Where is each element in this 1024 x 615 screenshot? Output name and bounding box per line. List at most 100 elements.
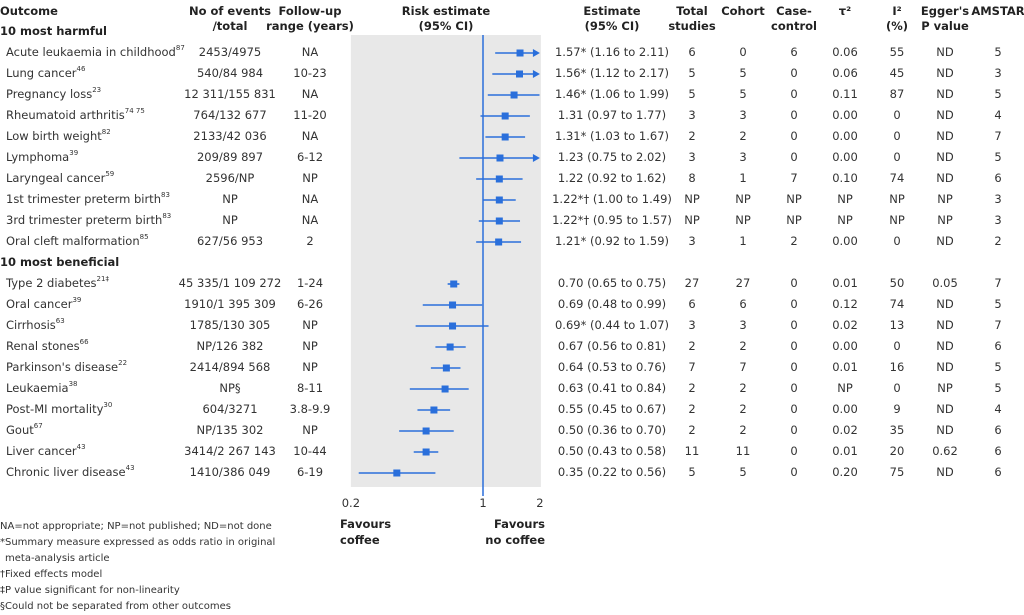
cell-egger: ND [936,297,954,311]
cell-tau: 0.12 [832,297,858,311]
cell-egger: ND [936,45,954,59]
cell-cc: 0 [790,465,798,479]
cell-followup: NP [302,360,318,374]
cell-i2: 9 [893,402,901,416]
cell-egger: NP [937,213,953,227]
cell-cohort: 2 [739,423,747,437]
cell-cc: 0 [790,339,798,353]
cell-followup: 6-19 [296,465,324,479]
header-line: range (years) [266,19,354,33]
ci-arrow [532,70,540,78]
cell-events: 209/89 897 [196,150,264,164]
cell-tau: 0.06 [832,45,858,59]
point-estimate [422,427,430,435]
outcome-label: Rheumatoid arthritis74 75 [6,107,145,122]
cell-followup: NP [302,171,318,185]
outcome-label: Type 2 diabetes21‡ [6,275,109,290]
reference-superscript: 87 [175,44,185,52]
cell-cohort: 1 [739,234,747,248]
cell-i2: 0 [893,381,901,395]
favours-no-coffee-label: Favours no coffee [485,516,545,548]
cell-events: 764/132 677 [193,108,267,122]
outcome-name: Lung cancer [6,66,77,80]
footnote: §Could not be separated from other outco… [0,601,232,612]
cell-cohort: 2 [739,339,747,353]
cell-events: 604/3271 [202,402,258,416]
cell-cc: 0 [790,150,798,164]
cell-estimate_text: 1.57* (1.16 to 2.11) [554,45,670,59]
cell-total: 2 [688,129,696,143]
cell-amstar: 6 [994,171,1002,185]
section-title: 10 most beneficial [0,255,120,269]
cell-egger: 0.62 [932,444,958,458]
cell-total: 6 [688,45,696,59]
reference-superscript: 39 [69,149,79,157]
cell-estimate_text: 0.55 (0.45 to 0.67) [557,402,667,416]
header-line: control [771,19,817,33]
point-estimate [516,49,524,57]
outcome-name: Type 2 diabetes [6,276,97,290]
cell-amstar: 2 [994,234,1002,248]
cell-cohort: 27 [735,276,751,290]
x-tick-label: 1 [479,496,486,510]
cell-i2: 13 [889,318,905,332]
point-estimate [495,217,503,225]
cell-cohort: 1 [739,171,747,185]
cell-egger: NP [937,192,953,206]
cell-i2: NP [889,192,905,206]
cell-estimate_text: 1.22*† (0.95 to 1.57) [552,213,672,227]
cell-egger: ND [936,318,954,332]
cell-i2: 45 [889,66,905,80]
point-estimate [501,133,509,141]
outcome-label: Leukaemia38 [6,380,78,395]
cell-i2: 50 [889,276,905,290]
x-tick-label: 2 [536,496,543,510]
header-risk: Risk estimate (95% CI) [402,4,490,34]
x-tick-label: 0.2 [342,496,360,510]
reference-superscript: 38 [68,380,78,388]
cell-total: 3 [688,234,696,248]
point-estimate [441,385,449,393]
outcome-name: Parkinson's disease [6,360,119,374]
cell-cohort: 3 [739,150,747,164]
header-line: Case- [776,4,812,18]
cell-egger: NP [937,381,953,395]
cell-estimate_text: 1.22*† (1.00 to 1.49) [552,192,672,206]
outcome-label: Gout67 [6,422,43,437]
reference-superscript: 22 [118,359,128,367]
cell-egger: ND [936,66,954,80]
header-total: Total studies [668,4,715,34]
cell-tau: 0.11 [832,87,858,101]
cell-amstar: 7 [994,276,1002,290]
cell-followup: 10-44 [293,444,327,458]
point-estimate [495,238,503,246]
cell-egger: ND [936,360,954,374]
cell-total: 2 [688,381,696,395]
point-estimate [446,343,454,351]
cell-cc: 0 [790,318,798,332]
outcome-name: Chronic liver disease [6,465,126,479]
outcome-name: Lymphoma [6,150,70,164]
cell-i2: 0 [893,108,901,122]
cell-followup: 11-20 [293,108,327,122]
point-estimate [449,322,457,330]
header-line: /total [212,19,248,33]
cell-tau: 0.00 [832,339,858,353]
reference-superscript: 59 [105,170,115,178]
cell-i2: 74 [889,171,905,185]
cell-tau: 0.01 [832,360,858,374]
cell-events: 1910/1 395 309 [184,297,276,311]
cell-total: 5 [688,66,696,80]
cell-followup: NA [301,87,319,101]
outcome-label: Laryngeal cancer59 [6,170,115,185]
outcome-name: Cirrhosis [6,318,56,332]
point-estimate [496,154,504,162]
cell-amstar: 6 [994,465,1002,479]
cell-total: 5 [688,465,696,479]
section-title: 10 most harmful [0,24,107,38]
header-outcome: Outcome [0,4,58,18]
cell-amstar: 5 [994,87,1002,101]
cell-tau: 0.06 [832,66,858,80]
cell-tau: 0.00 [832,129,858,143]
cell-cc: 2 [790,234,798,248]
